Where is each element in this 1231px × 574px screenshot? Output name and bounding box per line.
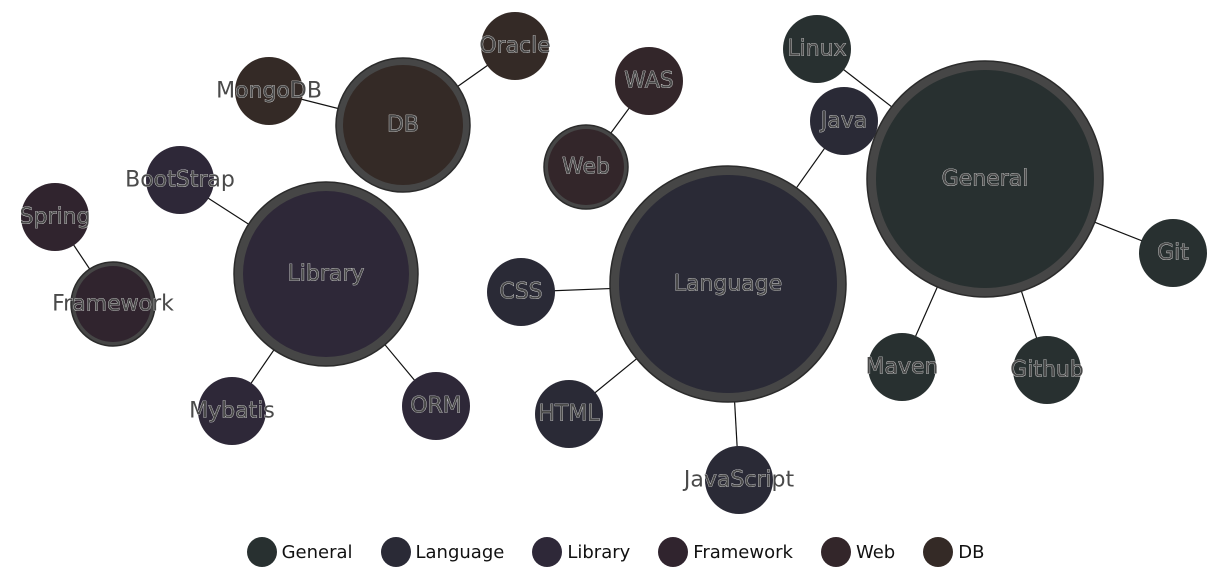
node-circle-html	[535, 380, 603, 448]
node-label-framework: Framework	[52, 292, 174, 317]
node-circle-framework	[75, 266, 151, 342]
legend-swatch-framework	[658, 537, 689, 567]
legend-label-framework: Framework	[693, 541, 793, 563]
node-circle-bootstrap	[146, 146, 214, 214]
node-git[interactable]: Git	[1139, 219, 1207, 287]
node-circle-javascript	[705, 446, 773, 514]
legend-item-db[interactable]: DB	[923, 537, 984, 567]
node-circle-git	[1139, 219, 1207, 287]
legend-label-library: Library	[567, 541, 631, 563]
node-label-github: Github	[1010, 358, 1084, 383]
node-label-web: Web	[562, 155, 610, 180]
node-circle-general	[876, 70, 1094, 288]
node-label-git: Git	[1157, 241, 1189, 266]
node-db[interactable]: DB	[335, 57, 471, 193]
node-circle-oracle	[481, 12, 549, 80]
legend-label-db: DB	[958, 541, 985, 563]
node-label-linux: Linux	[787, 37, 846, 62]
node-circle-maven	[868, 333, 936, 401]
node-web[interactable]: Web	[543, 124, 629, 210]
node-orm[interactable]: ORM	[402, 372, 470, 440]
legend-swatch-db	[923, 537, 954, 567]
node-github[interactable]: Github	[1010, 336, 1084, 404]
legend-label-general: General	[281, 541, 353, 563]
node-maven[interactable]: Maven	[865, 333, 939, 401]
node-spring[interactable]: Spring	[19, 183, 91, 251]
legend-item-web[interactable]: Web	[820, 537, 896, 567]
node-label-db: DB	[387, 113, 419, 138]
node-mongodb[interactable]: MongoDB	[216, 57, 322, 125]
legend-swatch-web	[820, 537, 851, 567]
node-circle-spring	[21, 183, 89, 251]
node-label-mybatis: Mybatis	[189, 399, 275, 424]
legend-item-language[interactable]: Language	[380, 537, 505, 567]
legend-item-framework[interactable]: Framework	[658, 537, 793, 567]
node-circle-github	[1013, 336, 1081, 404]
node-general[interactable]: General	[866, 60, 1104, 298]
node-oracle[interactable]: Oracle	[479, 12, 551, 80]
node-label-orm: ORM	[410, 394, 462, 419]
node-label-was: WAS	[624, 69, 674, 94]
node-label-javascript: JavaScript	[682, 468, 795, 493]
legend: General Language Library Framework Web D…	[0, 534, 1231, 570]
node-mybatis[interactable]: Mybatis	[189, 377, 275, 445]
node-label-oracle: Oracle	[479, 34, 551, 59]
node-circle-web	[548, 129, 624, 205]
node-circle-language	[619, 175, 837, 393]
legend-swatch-library	[532, 537, 563, 567]
node-label-mongodb: MongoDB	[216, 79, 322, 104]
node-linux[interactable]: Linux	[783, 15, 851, 83]
legend-item-library[interactable]: Library	[532, 537, 630, 567]
node-circle-mongodb	[235, 57, 303, 125]
legend-item-general[interactable]: General	[246, 537, 353, 567]
node-label-bootstrap: BootStrap	[125, 168, 235, 193]
node-label-html: HTML	[538, 402, 600, 427]
node-circle-orm	[402, 372, 470, 440]
node-framework[interactable]: Framework	[52, 261, 174, 347]
graph-nodes: General Linux Git Maven Github Language Java CS…	[19, 12, 1207, 514]
node-label-css: CSS	[499, 280, 542, 305]
node-label-language: Language	[674, 272, 783, 297]
legend-swatch-general	[246, 537, 277, 567]
node-html[interactable]: HTML	[535, 380, 603, 448]
node-bootstrap[interactable]: BootStrap	[125, 146, 235, 214]
node-circle-db	[343, 65, 463, 185]
node-was[interactable]: WAS	[615, 47, 683, 115]
node-circle-mybatis	[198, 377, 266, 445]
node-css[interactable]: CSS	[487, 258, 555, 326]
node-label-library: Library	[288, 262, 365, 287]
legend-swatch-language	[380, 537, 411, 567]
legend-label-web: Web	[855, 541, 896, 563]
node-library[interactable]: Library	[233, 181, 419, 367]
node-javascript[interactable]: JavaScript	[682, 446, 795, 514]
legend-label-language: Language	[415, 541, 505, 563]
node-java[interactable]: Java	[810, 87, 878, 155]
node-label-spring: Spring	[20, 205, 91, 230]
node-label-general: General	[942, 167, 1029, 192]
node-label-java: Java	[819, 109, 867, 134]
node-circle-library	[243, 191, 409, 357]
node-circle-css	[487, 258, 555, 326]
node-circle-java	[810, 87, 878, 155]
node-circle-linux	[783, 15, 851, 83]
node-label-maven: Maven	[866, 355, 939, 380]
node-circle-was	[615, 47, 683, 115]
node-language[interactable]: Language	[609, 165, 847, 403]
